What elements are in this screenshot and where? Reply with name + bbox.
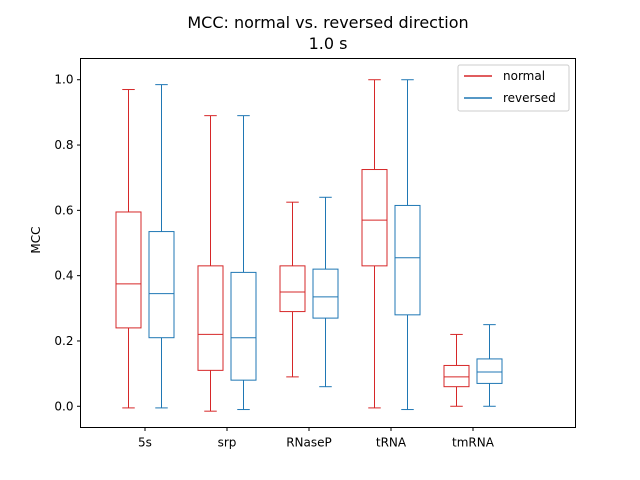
box-reversed (476, 324, 503, 407)
chart-title: MCC: normal vs. reversed direction (187, 13, 468, 32)
box-normal (361, 79, 388, 409)
box-reversed (312, 196, 339, 388)
axes-frame (80, 58, 576, 428)
x-tick-label: tRNA (376, 436, 407, 450)
y-axis-label: MCC (29, 226, 43, 253)
iqr-box (312, 268, 339, 319)
box-reversed (230, 115, 257, 411)
iqr-box (197, 265, 224, 371)
iqr-box (279, 265, 306, 313)
x-tick-label: srp (218, 436, 237, 450)
y-tick-label: 0.0 (54, 399, 73, 413)
box-normal (279, 201, 306, 378)
box-normal (197, 115, 224, 412)
x-tick-label: 5s (138, 436, 152, 450)
iqr-box (148, 231, 175, 339)
plot-area: 0.0 0.2 0.4 0.6 0.8 1.0 5s srp RNaseP tRNA tmRNA (54, 73, 503, 450)
legend-label-normal: normal (503, 69, 545, 83)
y-tick-label: 0.6 (54, 203, 73, 217)
iqr-box (230, 271, 257, 381)
y-tick-label: 0.2 (54, 334, 73, 348)
legend-label-reversed: reversed (503, 91, 556, 105)
x-tick-label: tmRNA (452, 436, 495, 450)
iqr-box (476, 358, 503, 384)
y-tick-label: 0.8 (54, 138, 73, 152)
box-reversed (148, 84, 175, 409)
chart-subtitle: 1.0 s (309, 34, 348, 53)
iqr-box (394, 204, 421, 316)
box-reversed (394, 79, 421, 411)
x-tick-label: RNaseP (286, 436, 332, 450)
iqr-box (443, 364, 470, 388)
y-tick-label: 0.4 (54, 269, 73, 283)
box-normal (443, 333, 470, 407)
iqr-box (115, 211, 142, 329)
iqr-box (361, 169, 388, 267)
legend: normal reversed (457, 64, 570, 112)
box-normal (115, 89, 142, 409)
y-tick-label: 1.0 (54, 73, 73, 87)
